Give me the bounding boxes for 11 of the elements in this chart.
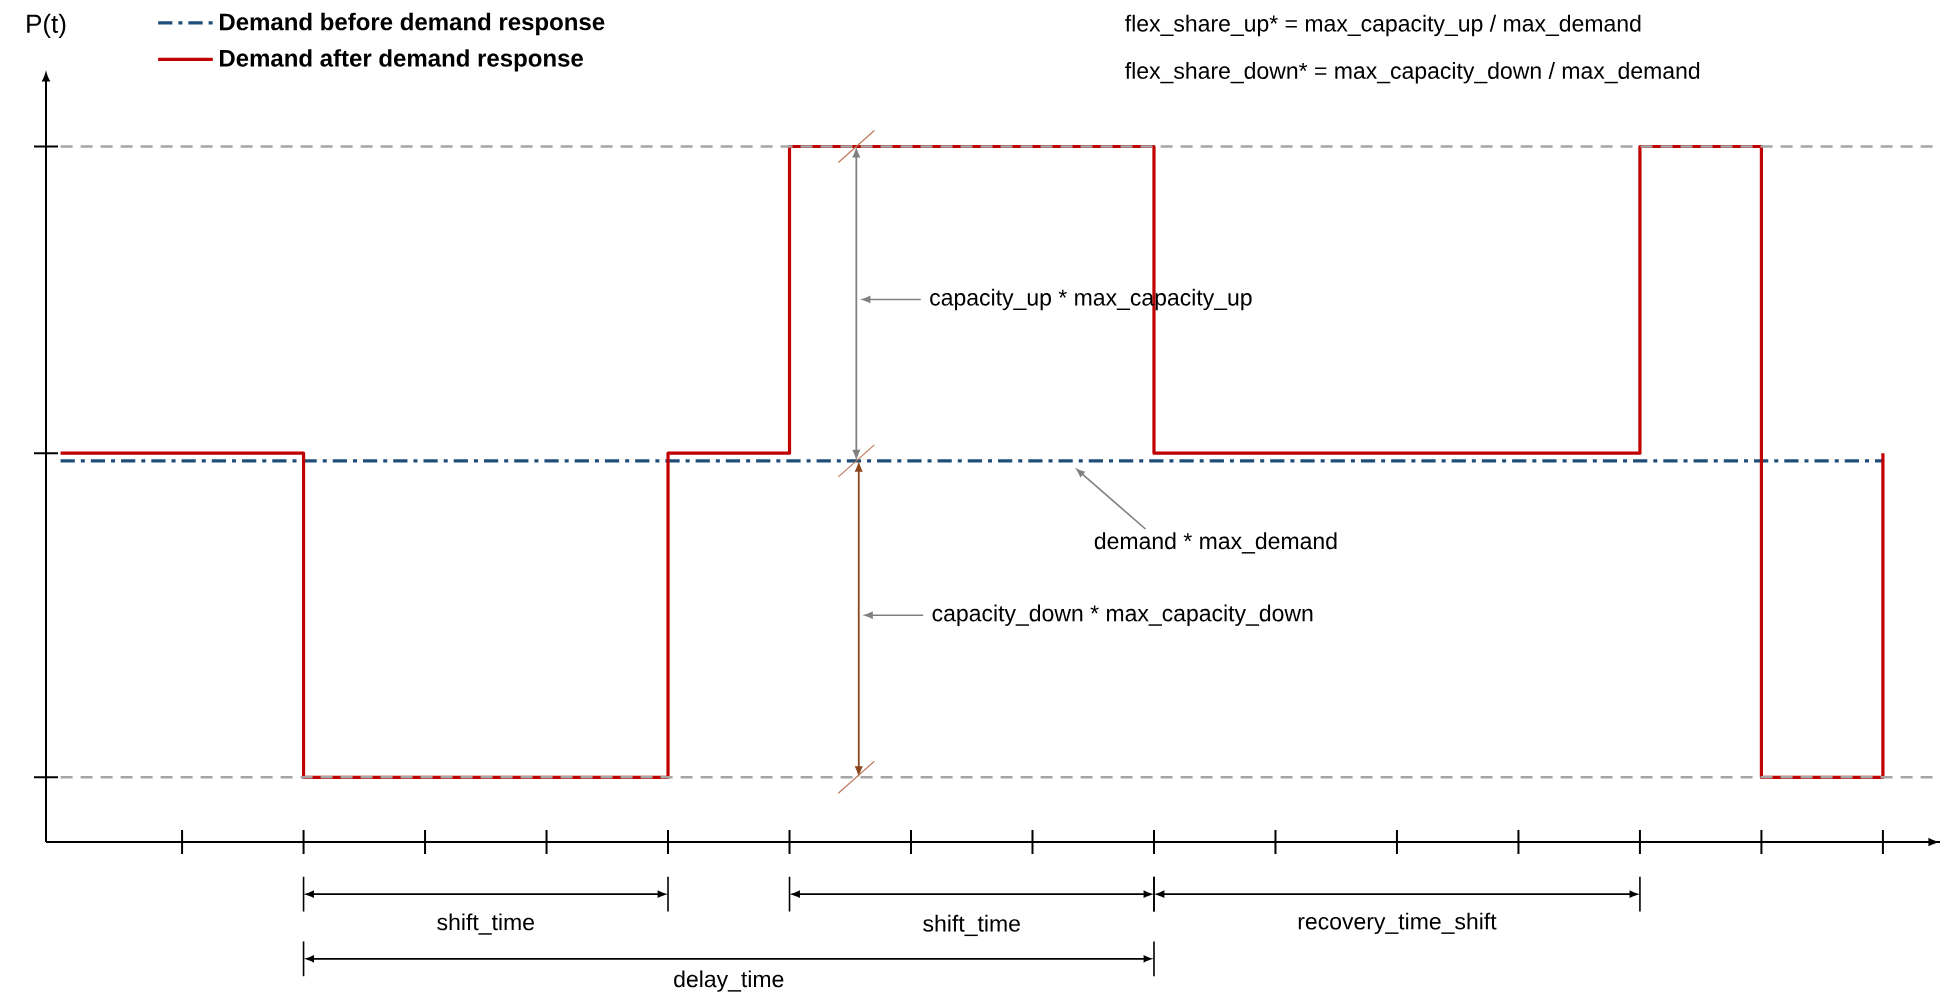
text: flex_share_down* = max_capacity_down / max_demand bbox=[1125, 62, 1700, 84]
annotation: capacity_down * max_capacity_down bbox=[932, 604, 1313, 626]
annotation: demand * max_demand bbox=[1094, 532, 1337, 554]
y-axis-title: P(t) bbox=[27, 13, 66, 39]
legend-label: Demand before demand response bbox=[219, 12, 605, 36]
text: shift_time bbox=[923, 914, 1020, 937]
text: recovery_time_shift bbox=[1298, 912, 1497, 935]
legend-label: Demand after demand response bbox=[219, 49, 583, 72]
text: delay_time bbox=[674, 970, 784, 992]
text: shift_time bbox=[437, 913, 534, 935]
text: flex_share_up* = max_capacity_up / max_demand bbox=[1125, 14, 1641, 37]
